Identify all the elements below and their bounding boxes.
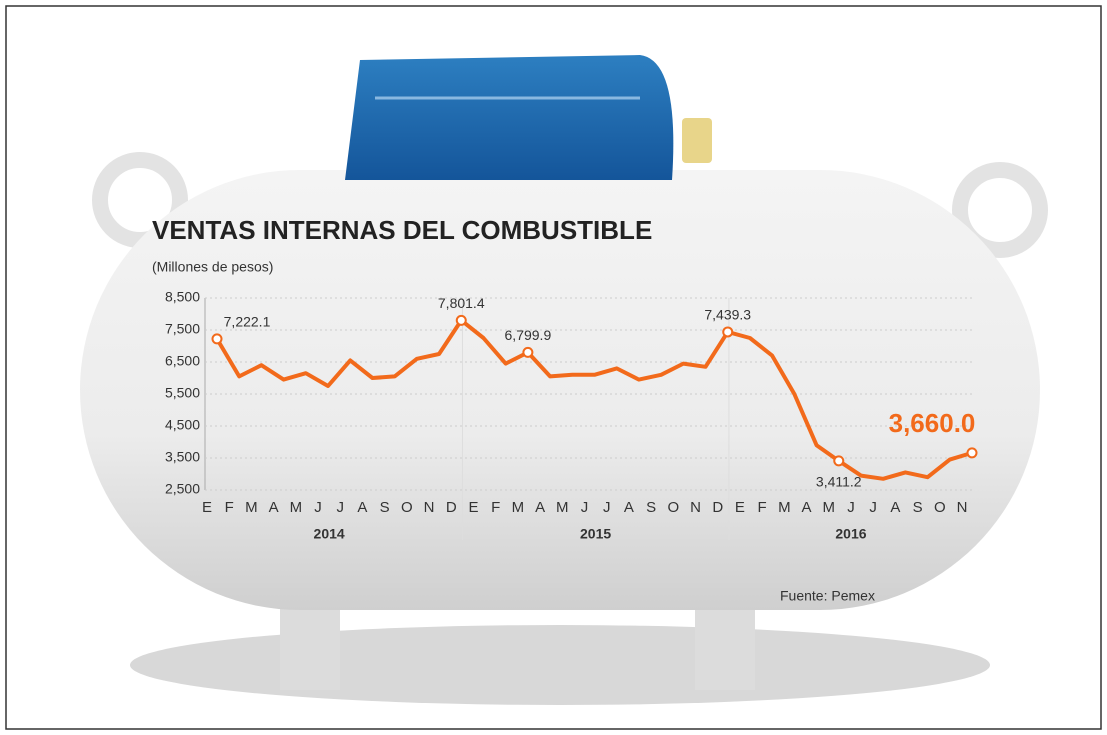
y-tick-label: 5,500 [165, 385, 200, 401]
x-tick-label: A [802, 499, 812, 516]
x-tick-label: N [690, 499, 701, 516]
x-tick-label: M [778, 499, 791, 516]
x-tick-label: N [957, 499, 968, 516]
chart-subtitle: (Millones de pesos) [152, 259, 273, 275]
y-tick-label: 6,500 [165, 353, 200, 369]
year-label: 2016 [835, 526, 866, 542]
y-tick-label: 7,500 [165, 321, 200, 337]
value-label: 7,801.4 [438, 295, 485, 311]
point [968, 448, 977, 457]
point [457, 316, 466, 325]
point [723, 327, 732, 336]
x-tick-label: A [535, 499, 545, 516]
x-tick-label: D [712, 499, 723, 516]
x-tick-label: A [357, 499, 367, 516]
year-label: 2014 [314, 526, 345, 542]
x-tick-label: A [890, 499, 900, 516]
x-tick-label: A [269, 499, 279, 516]
x-tick-label: J [847, 499, 855, 516]
x-tick-label: F [758, 499, 767, 516]
x-tick-label: E [468, 499, 478, 516]
x-tick-label: M [823, 499, 836, 516]
x-tick-label: M [290, 499, 303, 516]
chart-title: VENTAS INTERNAS DEL COMBUSTIBLE [152, 215, 652, 245]
point [834, 456, 843, 465]
shadow [130, 625, 990, 705]
x-tick-label: E [735, 499, 745, 516]
y-tick-label: 4,500 [165, 417, 200, 433]
x-tick-label: J [581, 499, 589, 516]
year-label: 2015 [580, 526, 611, 542]
y-tick-label: 3,500 [165, 449, 200, 465]
x-tick-label: M [556, 499, 569, 516]
source: Fuente: Pemex [780, 588, 875, 604]
x-tick-label: F [491, 499, 500, 516]
x-tick-label: J [869, 499, 877, 516]
value-label: 3,411.2 [816, 474, 862, 490]
x-tick-label: E [202, 499, 212, 516]
x-tick-label: S [646, 499, 656, 516]
x-tick-label: M [245, 499, 258, 516]
x-tick-label: J [336, 499, 344, 516]
x-tick-label: J [314, 499, 322, 516]
x-tick-label: J [603, 499, 611, 516]
x-tick-label: S [380, 499, 390, 516]
x-tick-label: O [667, 499, 679, 516]
page: VENTAS INTERNAS DEL COMBUSTIBLE (Millone… [0, 0, 1107, 735]
value-label: 7,439.3 [704, 307, 751, 323]
value-label-highlight: 3,660.0 [889, 408, 976, 438]
x-tick-label: D [446, 499, 457, 516]
chart: VENTAS INTERNAS DEL COMBUSTIBLE (Millone… [0, 0, 1107, 735]
x-tick-label: S [913, 499, 923, 516]
x-tick-label: A [624, 499, 634, 516]
point [213, 334, 222, 343]
y-tick-label: 2,500 [165, 481, 200, 497]
valve-box [345, 55, 673, 180]
x-tick-label: M [512, 499, 525, 516]
value-label: 7,222.1 [224, 314, 271, 330]
x-tick-label: O [401, 499, 413, 516]
x-tick-label: F [225, 499, 234, 516]
valve [682, 118, 712, 163]
point [523, 348, 532, 357]
value-label: 6,799.9 [505, 327, 552, 343]
x-tick-label: O [934, 499, 946, 516]
x-tick-label: N [424, 499, 435, 516]
y-tick-label: 8,500 [165, 289, 200, 305]
